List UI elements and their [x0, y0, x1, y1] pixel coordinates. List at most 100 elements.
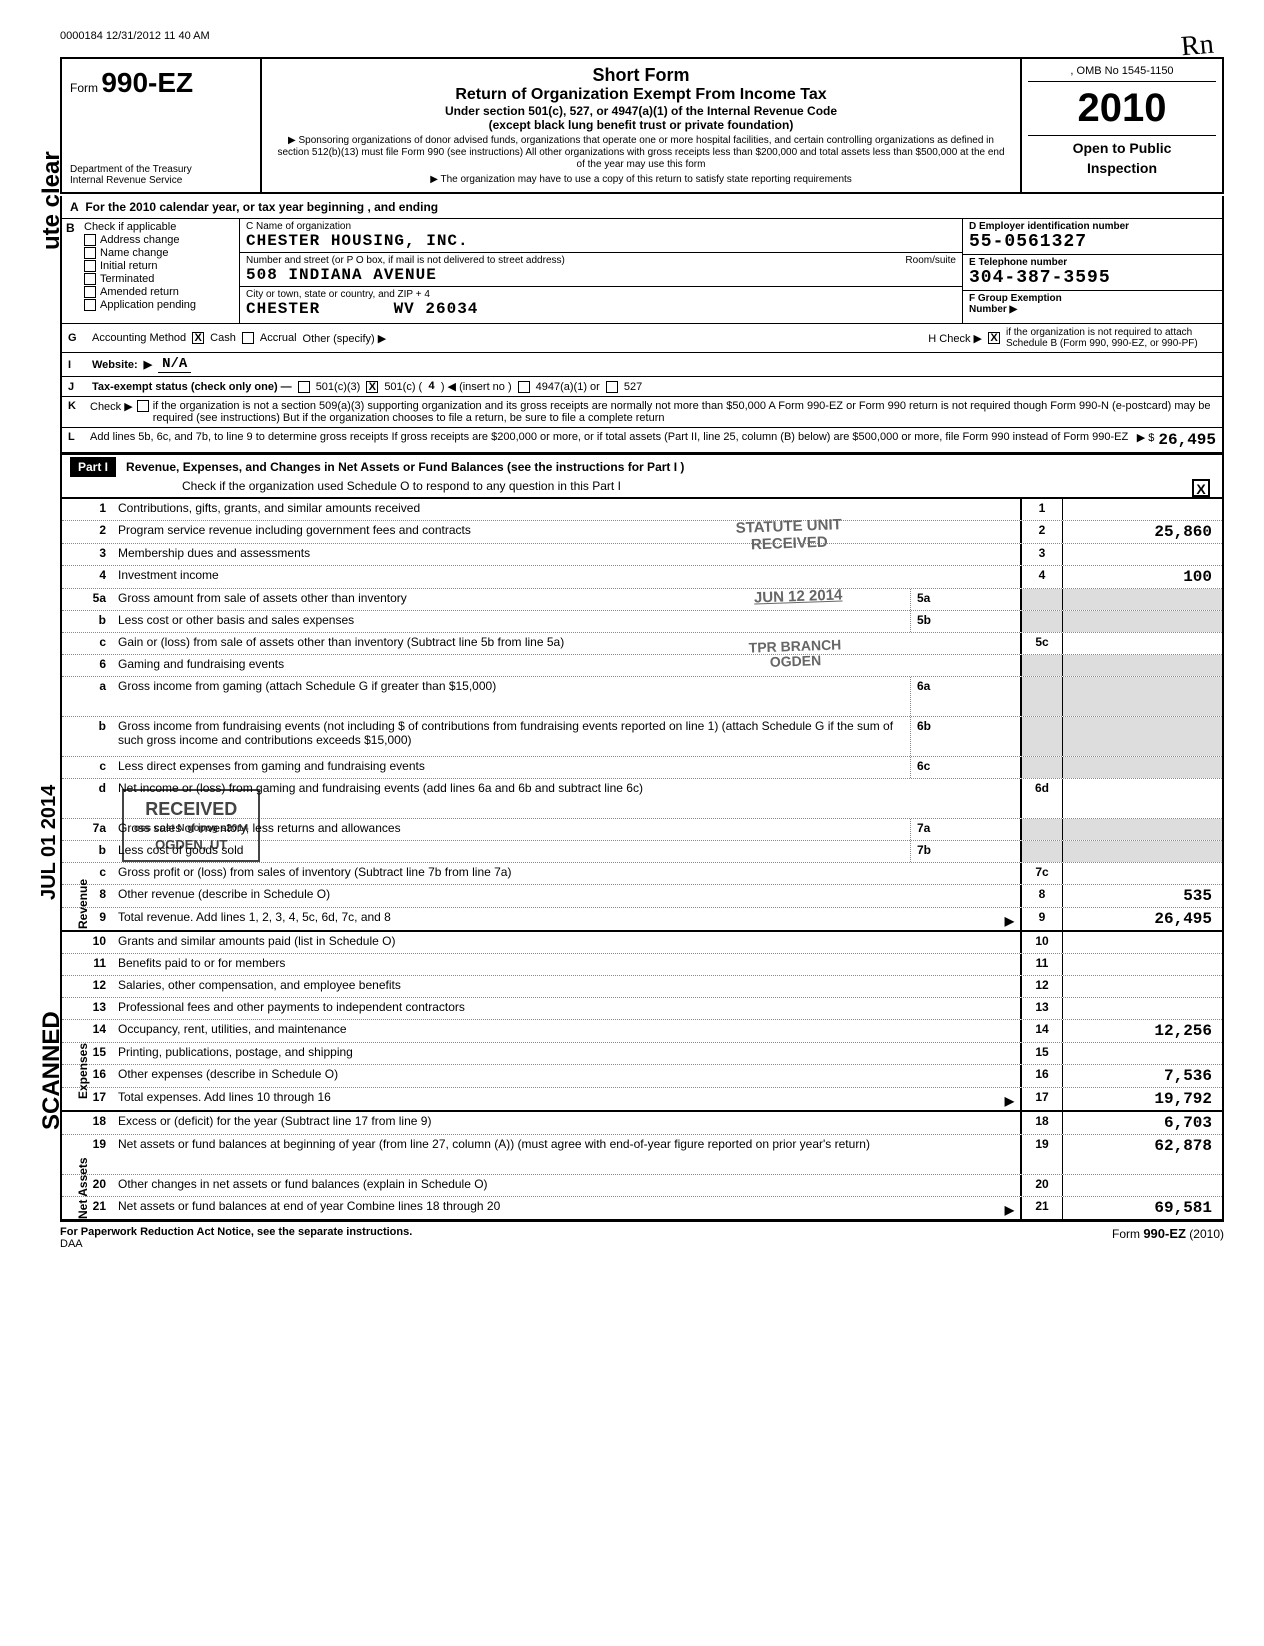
row-amount — [1062, 932, 1222, 953]
row-amount: 12,256 — [1062, 1020, 1222, 1042]
table-row: 9Total revenue. Add lines 1, 2, 3, 4, 5c… — [62, 908, 1222, 932]
row-ref: 1 — [1020, 499, 1062, 520]
chk-k[interactable] — [137, 400, 149, 412]
row-ref: 17 — [1020, 1088, 1062, 1110]
table-row: dNet income or (loss) from gaming and fu… — [62, 779, 1222, 819]
row-number: 1 — [62, 499, 112, 520]
row-number: c — [62, 757, 112, 778]
ein: 55-0561327 — [969, 232, 1216, 252]
table-row: bGross income from fundraising events (n… — [62, 717, 1222, 757]
table-row: bLess cost or other basis and sales expe… — [62, 611, 1222, 633]
chk-terminated[interactable] — [84, 273, 96, 285]
row-ref: 9 — [1020, 908, 1062, 930]
table-row: 3Membership dues and assessments3 — [62, 544, 1222, 566]
subtitle-except: (except black lung benefit trust or priv… — [272, 118, 1010, 132]
title-return: Return of Organization Exempt From Incom… — [272, 86, 1010, 104]
row-desc: Less cost of goods sold — [112, 841, 910, 862]
schedule-o-checkbox[interactable]: X — [1192, 479, 1210, 497]
row-ref: 2 — [1020, 521, 1062, 543]
chk-h[interactable]: X — [988, 332, 1000, 344]
row-number: 13 — [62, 998, 112, 1019]
row-desc: Less direct expenses from gaming and fun… — [112, 757, 910, 778]
row-ref — [1020, 841, 1062, 862]
row-desc: Benefits paid to or for members — [112, 954, 1020, 975]
block-c: C Name of organization CHESTER HOUSING, … — [240, 219, 962, 323]
line-i: I Website: ▶ N/A — [62, 352, 1222, 376]
row-mid: 6b — [910, 717, 1020, 756]
chk-527[interactable] — [606, 381, 618, 393]
row-ref: 15 — [1020, 1043, 1062, 1064]
cat-netassets: Net Assets — [76, 1157, 90, 1219]
row-amount: 69,581 — [1062, 1197, 1222, 1219]
row-number: 2 — [62, 521, 112, 543]
timestamp: 0000184 12/31/2012 11 40 AM — [60, 30, 1224, 42]
row-amount — [1062, 717, 1222, 756]
row-mid: 6a — [910, 677, 1020, 716]
row-desc: Gross amount from sale of assets other t… — [112, 589, 910, 610]
row-amount — [1062, 544, 1222, 565]
org-name: CHESTER HOUSING, INC. — [246, 232, 956, 250]
row-number: b — [62, 841, 112, 862]
row-amount — [1062, 779, 1222, 818]
row-amount: 7,536 — [1062, 1065, 1222, 1087]
row-desc: Other revenue (describe in Schedule O) — [112, 885, 1020, 907]
table-row: 15Printing, publications, postage, and s… — [62, 1043, 1222, 1065]
chk-initial[interactable] — [84, 260, 96, 272]
row-amount: 6,703 — [1062, 1112, 1222, 1134]
chk-501c[interactable]: X — [366, 381, 378, 393]
org-street: 508 INDIANA AVENUE — [246, 266, 956, 284]
footer: For Paperwork Reduction Act Notice, see … — [60, 1222, 1224, 1254]
org-city: CHESTER — [246, 300, 320, 318]
chk-501c3[interactable] — [298, 381, 310, 393]
row-ref — [1020, 757, 1062, 778]
org-state-zip: WV 26034 — [394, 300, 479, 318]
line-j: J Tax-exempt status (check only one) — 5… — [62, 376, 1222, 396]
website: N/A — [158, 356, 191, 373]
row-amount — [1062, 611, 1222, 632]
row-amount — [1062, 819, 1222, 840]
chk-4947[interactable] — [518, 381, 530, 393]
table-row: aGross income from gaming (attach Schedu… — [62, 677, 1222, 717]
title-short-form: Short Form — [272, 65, 1010, 86]
row-mid: 7a — [910, 819, 1020, 840]
header-note1: ▶ Sponsoring organizations of donor advi… — [272, 135, 1010, 171]
chk-amended[interactable] — [84, 286, 96, 298]
row-number: 14 — [62, 1020, 112, 1042]
row-ref: 21 — [1020, 1197, 1062, 1219]
row-number: 4 — [62, 566, 112, 588]
table-row: 18Excess or (deficit) for the year (Subt… — [62, 1112, 1222, 1135]
line-l-amount: 26,495 — [1158, 431, 1216, 449]
line-l: L Add lines 5b, 6c, and 7b, to line 9 to… — [62, 427, 1222, 452]
row-desc: Occupancy, rent, utilities, and maintena… — [112, 1020, 1020, 1042]
row-number: 3 — [62, 544, 112, 565]
row-ref: 14 — [1020, 1020, 1062, 1042]
chk-address[interactable] — [84, 234, 96, 246]
row-ref: 13 — [1020, 998, 1062, 1019]
form-year: 2010 — [1028, 82, 1216, 136]
chk-name[interactable] — [84, 247, 96, 259]
form-label: Form — [70, 81, 98, 95]
row-desc: Net assets or fund balances at end of ye… — [112, 1197, 1020, 1219]
row-desc: Grants and similar amounts paid (list in… — [112, 932, 1020, 953]
row-ref — [1020, 717, 1062, 756]
table-row: cLess direct expenses from gaming and fu… — [62, 757, 1222, 779]
table-row: 12Salaries, other compensation, and empl… — [62, 976, 1222, 998]
row-ref: 16 — [1020, 1065, 1062, 1087]
block-b: Check if applicable Address change Name … — [80, 219, 240, 323]
row-desc: Less cost or other basis and sales expen… — [112, 611, 910, 632]
chk-pending[interactable] — [84, 299, 96, 311]
chk-accrual[interactable] — [242, 332, 254, 344]
table-row: 13Professional fees and other payments t… — [62, 998, 1222, 1020]
table-row: 4Investment income4100 — [62, 566, 1222, 589]
table-row: 11Benefits paid to or for members11 — [62, 954, 1222, 976]
table-row: 1Contributions, gifts, grants, and simil… — [62, 499, 1222, 521]
row-ref: 12 — [1020, 976, 1062, 997]
dept-irs: Internal Revenue Service — [70, 175, 192, 186]
row-desc: Total revenue. Add lines 1, 2, 3, 4, 5c,… — [112, 908, 1020, 930]
row-number: a — [62, 677, 112, 716]
row-desc: Program service revenue including govern… — [112, 521, 1020, 543]
row-desc: Salaries, other compensation, and employ… — [112, 976, 1020, 997]
dept-treasury: Department of the Treasury — [70, 164, 192, 175]
row-number: 7a — [62, 819, 112, 840]
chk-cash[interactable]: X — [192, 332, 204, 344]
